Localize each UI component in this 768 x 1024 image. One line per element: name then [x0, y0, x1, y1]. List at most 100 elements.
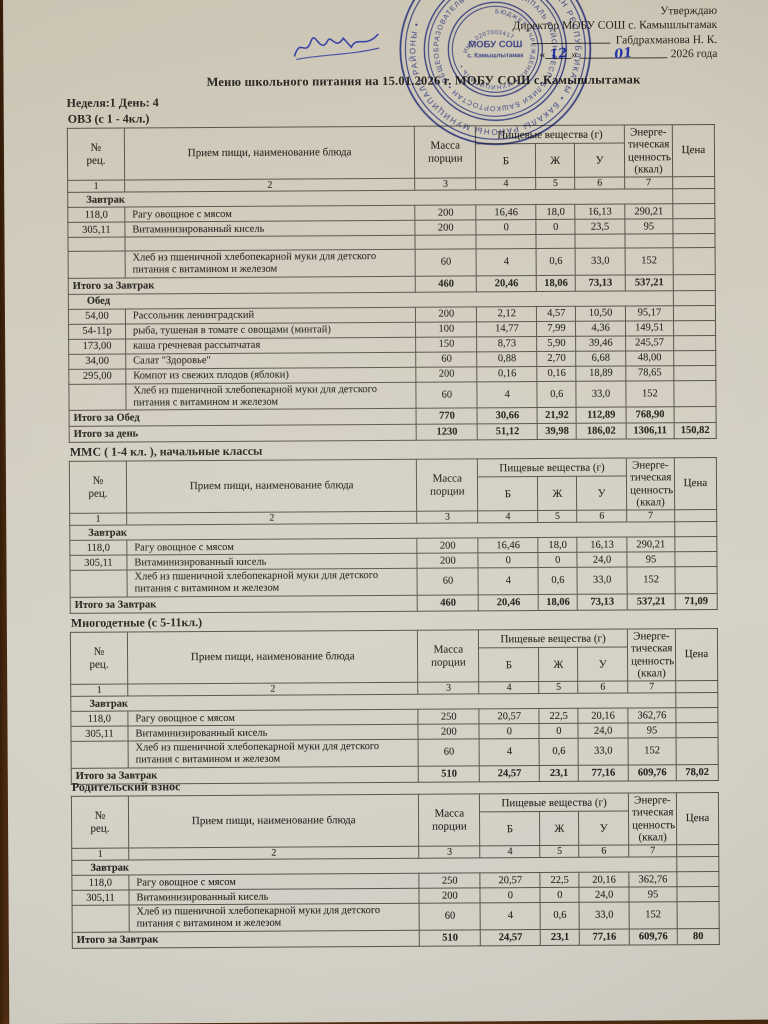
f-cell: 0,6	[536, 248, 576, 276]
menu-table: № рец. Прием пищи, наименование блюда Масс…	[69, 457, 718, 614]
recipe-number-cell	[68, 251, 126, 279]
col-header-dish: Прием пищи, наименование блюда	[127, 630, 419, 685]
empty-cell	[536, 234, 576, 249]
dish-name-cell: каша гречневая рассыпчатая	[125, 337, 417, 354]
recipe-number-cell: 295,00	[68, 368, 126, 385]
column-number-cell: 4	[477, 510, 539, 524]
recipe-number-cell	[71, 741, 129, 769]
price-cell	[676, 901, 720, 929]
price-cell	[672, 218, 715, 235]
kcal-cell: 537,21	[627, 593, 676, 610]
c-cell: 16,13	[577, 537, 627, 553]
table-title: ОВЗ (с 1 - 4кл.)	[67, 111, 150, 126]
col-header-protein: Б	[477, 476, 539, 512]
mass-cell: 1230	[416, 424, 478, 441]
c-cell: 33,0	[579, 902, 630, 930]
column-number-cell	[672, 176, 715, 190]
kcal-cell: 48,00	[625, 350, 674, 366]
kcal-cell: 1306,11	[626, 423, 675, 440]
mass-cell: 200	[415, 306, 477, 323]
dish-name-cell: Рагу овощное с мясом	[126, 538, 418, 556]
handwritten-month: 01	[613, 45, 634, 63]
b-cell: 20,46	[476, 275, 537, 292]
col-header-recipe-number: № рец.	[70, 632, 128, 685]
f-cell: 4,57	[536, 306, 576, 322]
kcal-cell: 537,21	[625, 274, 674, 291]
menu-table: № рец. Прием пищи, наименование блюда Масс…	[70, 628, 719, 785]
column-number-cell	[676, 844, 719, 858]
table-title: Многодетные (с 5-11кл.)	[70, 615, 203, 630]
c-cell: 24,0	[579, 887, 630, 903]
c-cell: 18,89	[575, 365, 626, 382]
b-cell: 14,77	[476, 321, 538, 337]
column-number-cell: 6	[574, 177, 625, 190]
f-cell: 0,6	[538, 567, 578, 595]
kcal-cell: 768,90	[626, 407, 675, 424]
dish-name-cell: Хлеб из пшеничной хлебопекарной муки для…	[124, 249, 416, 278]
col-header-carbs: У	[576, 476, 627, 511]
stamp-center-line2: с. Камышлытамак	[467, 52, 524, 59]
col-header-mass: Масса порции	[416, 458, 478, 512]
dish-row: Хлеб из пшеничной хлебопекарной муки для…	[72, 901, 720, 933]
column-number-cell: 5	[536, 177, 575, 190]
dish-name-cell: Хлеб из пшеничной хлебопекарной муки для…	[125, 382, 417, 411]
f-cell: 22,5	[539, 708, 579, 724]
recipe-number-cell: 305,11	[69, 555, 127, 571]
price-cell	[674, 551, 718, 568]
column-number-cell: 1	[67, 180, 125, 193]
price-cell	[673, 350, 716, 366]
mass-cell: 460	[415, 275, 477, 293]
b-cell: 0	[479, 723, 540, 740]
mass-cell: 200	[415, 205, 477, 221]
c-cell: 16,13	[575, 204, 625, 220]
c-cell: 39,46	[575, 335, 626, 352]
recipe-number-cell: 305,11	[67, 222, 125, 238]
mass-cell: 60	[416, 351, 478, 368]
column-number-cell: 1	[69, 513, 127, 526]
empty-cell	[575, 234, 626, 249]
mass-cell: 250	[419, 873, 481, 889]
price-cell	[675, 722, 719, 739]
c-cell: 33,0	[577, 567, 628, 595]
dish-name-cell: Рагу овощное с мясом	[128, 873, 420, 891]
column-number-cell: 3	[417, 511, 478, 524]
c-cell: 112,89	[576, 407, 627, 424]
kcal-cell: 152	[625, 380, 674, 408]
f-cell: 2,70	[537, 351, 576, 367]
f-cell: 23,1	[540, 929, 580, 946]
col-header-dish: Прием пищи, наименование блюда	[128, 794, 420, 849]
f-cell: 0	[539, 723, 579, 739]
price-cell	[675, 707, 718, 724]
col-header-energy: Энерге- тическая ценность (ккал)	[627, 628, 676, 682]
recipe-number-cell	[70, 570, 128, 598]
f-cell: 18,0	[536, 204, 576, 220]
kcal-cell: 152	[625, 248, 674, 275]
col-header-price: Цена	[672, 124, 715, 177]
col-header-mass: Масса порции	[418, 793, 480, 847]
price-cell	[672, 188, 715, 205]
col-header-recipe-number: № рец.	[69, 461, 127, 514]
total-row: Итого за Завтрак 460 20,46 18,06 73,13 537,21…	[70, 593, 718, 614]
menu-table: № рец. Прием пищи, наименование блюда Масс…	[71, 792, 720, 949]
recipe-number-cell: 118,0	[69, 540, 127, 556]
column-number-cell: 7	[627, 680, 676, 694]
b-cell: 20,57	[479, 708, 540, 725]
kcal-cell: 95,17	[625, 305, 674, 321]
table-body: 1 2 3 4 5 6 7 Завтрак 118,0 Рагу овощное с мясом 2…	[67, 176, 717, 443]
c-cell: 24,0	[578, 723, 629, 739]
price-cell	[673, 305, 716, 321]
col-header-fat: Ж	[538, 647, 578, 682]
kcal-cell: 290,21	[626, 537, 675, 553]
mass-cell: 200	[419, 888, 481, 904]
col-header-nutrients: Пищевые вещества (г)	[479, 792, 629, 813]
c-cell: 73,13	[575, 274, 626, 292]
b-cell: 24,57	[480, 929, 541, 946]
kcal-cell: 290,21	[624, 204, 673, 220]
column-number-cell	[675, 680, 718, 694]
c-cell: 33,0	[578, 738, 629, 766]
f-cell: 18,0	[538, 537, 578, 553]
table-block-mms: ММС ( 1-4 кл. ), начальные классы № рец.…	[69, 441, 720, 614]
price-cell	[672, 203, 715, 220]
mass-cell: 60	[415, 249, 477, 277]
c-cell: 23,5	[575, 219, 626, 235]
